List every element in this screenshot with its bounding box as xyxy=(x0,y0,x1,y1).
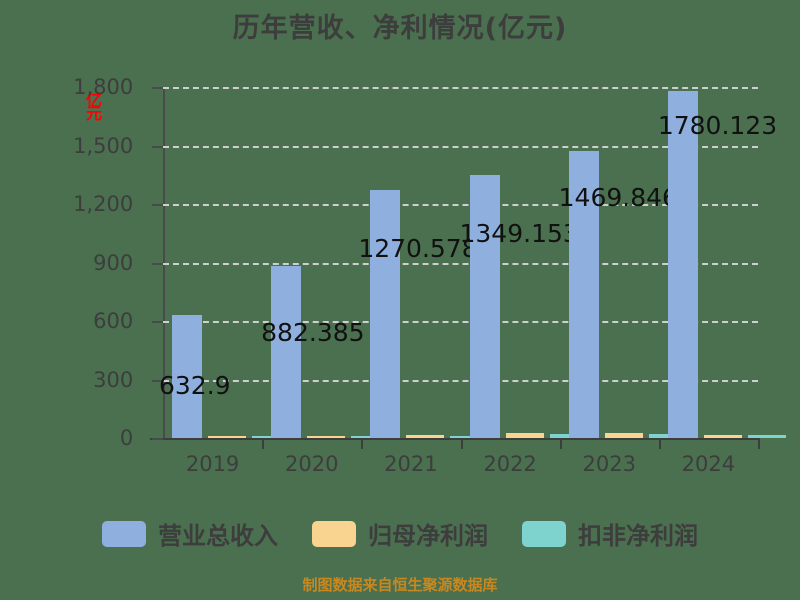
y-axis-tick-mark xyxy=(152,379,163,382)
y-axis-tick-label: 1,200 xyxy=(73,192,134,216)
bar-revenue-2021[interactable] xyxy=(370,190,401,438)
bar-deducted-2023[interactable] xyxy=(648,433,687,438)
bar-netprofit-2020[interactable] xyxy=(307,435,346,438)
bar-revenue-2023[interactable] xyxy=(568,151,599,438)
y-axis-tick-mark xyxy=(152,321,163,323)
x-axis-tick-label: 2020 xyxy=(285,452,339,476)
bar-deducted-2024[interactable] xyxy=(747,435,786,438)
plot-area: 0 300 600 900 1,200 1,500 1,800 2019 632.9 2020 88… xyxy=(73,75,786,476)
gridline xyxy=(163,321,758,323)
x-axis-tick-label: 2021 xyxy=(384,452,438,476)
bar-netprofit-2019[interactable] xyxy=(208,435,246,438)
chart-legend: 营业总收入 归母净利润 扣非净利润 xyxy=(0,516,800,551)
bar-value-label-2019: 632.9 xyxy=(159,370,231,400)
bar-value-label-2024: 1780.123 xyxy=(657,110,778,140)
y-axis-tick-mark xyxy=(152,87,163,89)
bar-value-label-2023: 1469.846 xyxy=(558,183,678,213)
bar-revenue-2024[interactable] xyxy=(667,90,698,438)
chart-title: 历年营收、净利情况(亿元) xyxy=(232,13,568,44)
gridline xyxy=(163,262,758,265)
legend-item-net-profit[interactable]: 归母净利润 xyxy=(312,516,488,551)
y-axis-tick-label: 0 xyxy=(119,426,134,450)
x-axis-tick-label: 2024 xyxy=(681,452,736,476)
legend-label-net-profit: 归母净利润 xyxy=(368,522,488,550)
x-axis-tick-label: 2019 xyxy=(185,452,240,476)
x-axis-tick-mark xyxy=(758,438,760,449)
footer-note: 制图数据来自恒生聚源数据库 xyxy=(302,576,498,594)
y-axis-tick-mark xyxy=(152,145,163,148)
bar-netprofit-2023[interactable] xyxy=(604,432,643,438)
legend-label-deducted-profit: 扣非净利润 xyxy=(578,522,698,550)
gridline xyxy=(163,204,758,206)
bar-value-label-2021: 1270.578 xyxy=(358,234,478,264)
y-axis-unit-label: 亿元 xyxy=(83,92,102,118)
x-axis-tick-label: 2022 xyxy=(483,452,537,476)
gridline xyxy=(163,145,758,148)
y-axis-tick-label: 300 xyxy=(93,367,134,392)
bar-deducted-2022[interactable] xyxy=(549,434,588,438)
x-axis-tick-mark xyxy=(361,438,364,449)
bar-revenue-2019[interactable] xyxy=(172,314,202,438)
bar-value-label-2020: 882.385 xyxy=(261,317,365,347)
legend-label-revenue: 营业总收入 xyxy=(158,522,278,550)
bar-netprofit-2021[interactable] xyxy=(406,434,445,438)
x-axis-tick-mark xyxy=(559,438,562,449)
y-axis-tick-label: 1,800 xyxy=(73,75,134,99)
bar-netprofit-2022[interactable] xyxy=(505,433,544,438)
x-axis-tick-mark xyxy=(262,438,265,449)
bar-value-label-2022: 1349.153 xyxy=(459,218,579,248)
bar-netprofit-2024[interactable] xyxy=(703,434,742,438)
legend-item-revenue[interactable]: 营业总收入 xyxy=(102,516,278,551)
bar-deducted-2019[interactable] xyxy=(252,436,290,438)
legend-swatch-deducted-profit xyxy=(522,520,566,547)
gridline xyxy=(163,379,758,382)
legend-item-deducted-profit[interactable]: 扣非净利润 xyxy=(522,516,698,551)
gridline xyxy=(163,87,758,89)
x-axis-tick-mark xyxy=(658,438,661,449)
y-axis-tick-mark xyxy=(152,204,163,206)
legend-swatch-net-profit xyxy=(312,520,356,547)
y-axis-tick-label: 600 xyxy=(93,309,134,333)
legend-swatch-revenue xyxy=(102,520,146,547)
bar-revenue-2022[interactable] xyxy=(469,174,500,438)
y-axis-tick-label: 1,500 xyxy=(73,133,134,158)
y-axis-tick-mark xyxy=(152,262,163,265)
y-axis-tick-mark xyxy=(152,438,163,440)
bar-deducted-2021[interactable] xyxy=(450,435,489,438)
bar-deducted-2020[interactable] xyxy=(351,436,390,438)
y-axis-tick-label: 900 xyxy=(93,250,134,275)
x-axis-tick-label: 2023 xyxy=(582,452,636,476)
x-axis-tick-mark xyxy=(460,438,463,449)
bar-revenue-2020[interactable] xyxy=(271,265,302,438)
